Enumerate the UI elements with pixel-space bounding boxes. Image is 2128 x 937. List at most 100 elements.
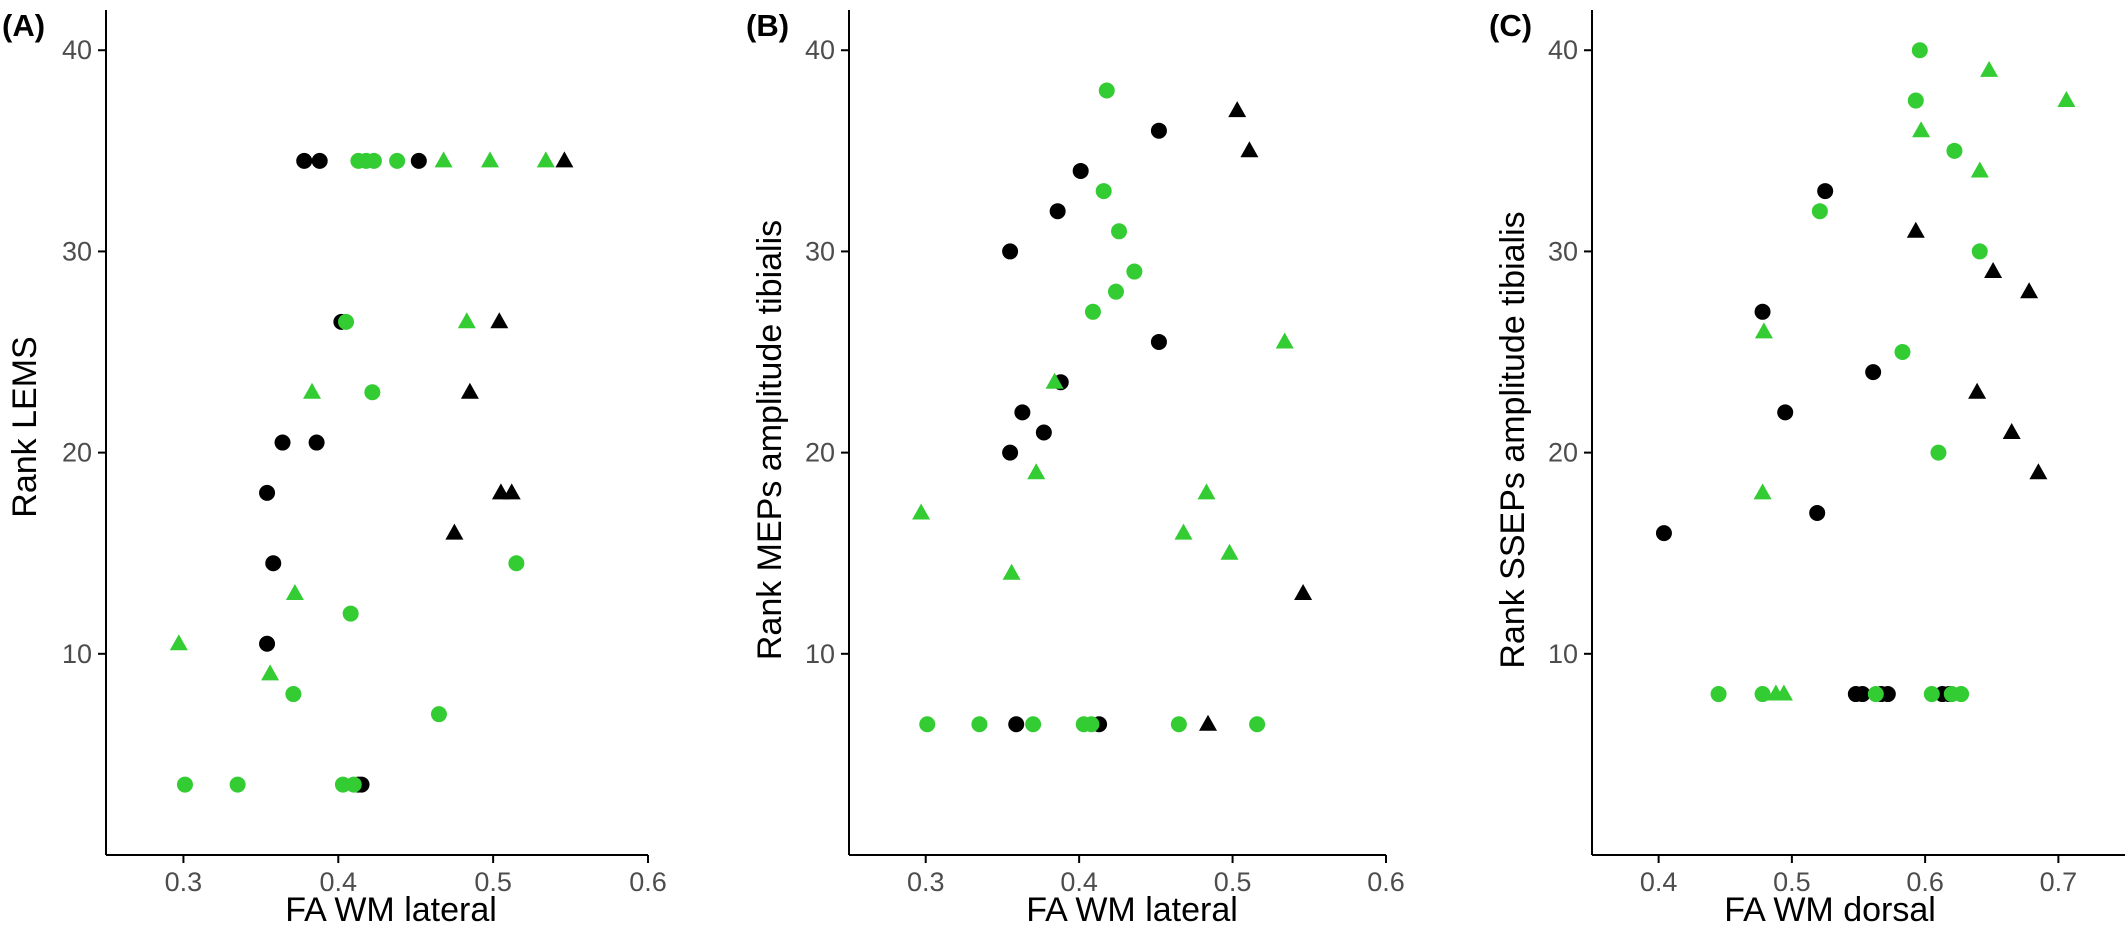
panel-a-point-green-triangle <box>303 382 321 399</box>
panel-c-point-green-triangle <box>1753 483 1772 500</box>
panel-b-point-black-triangle <box>1228 101 1247 118</box>
panel-a-point-green-circle <box>176 776 193 793</box>
panel-b-point-green-circle <box>919 716 936 733</box>
panel-c-y-tick-label: 20 <box>1548 438 1578 468</box>
panel-b-point-black-circle <box>1014 404 1031 421</box>
panel-b-x-tick-label: 0.4 <box>1060 867 1098 897</box>
panel-c-point-green-triangle <box>1980 60 1999 77</box>
panel-c-point-green-circle <box>1953 686 1970 703</box>
panel-b-x-tick-label: 0.6 <box>1367 867 1405 897</box>
panel-c-point-black-triangle <box>2020 282 2039 299</box>
panel-b-point-black-triangle <box>1199 714 1217 731</box>
panel-c-point-black-triangle <box>2002 423 2021 439</box>
panel-c-point-green-circle <box>1811 203 1828 220</box>
panel-c-y-tick-label: 10 <box>1548 639 1578 669</box>
panel-a-y-axis-label: Rank LEMS <box>6 336 44 517</box>
panel-b-point-black-triangle <box>1240 141 1259 158</box>
panel-c-point-black-triangle <box>1906 221 1925 238</box>
panel-b-point-black-circle <box>1072 162 1089 179</box>
panel-b-point-green-circle <box>1095 183 1112 200</box>
panel-b-point-green-triangle <box>1197 483 1216 500</box>
panel-c-point-green-circle <box>1911 42 1928 59</box>
panel-b-point-green-triangle <box>1002 563 1021 580</box>
panel-a-point-green-triangle <box>434 151 453 168</box>
panel-a-point-black-triangle <box>445 523 464 540</box>
panel-b-point-black-circle <box>1049 203 1066 220</box>
panel-a-point-green-circle <box>338 313 355 330</box>
panel-c-point-green-circle <box>1923 686 1940 703</box>
panel-a-point-black-triangle <box>502 483 521 500</box>
panel-a-point-green-circle <box>285 686 302 703</box>
panel-a-point-green-circle <box>365 152 382 169</box>
panel-b-y-tick-label: 40 <box>805 35 835 65</box>
panel-a: (A) FA WM lateral Rank LEMS 0.3 0.4 0.5 0.6… <box>2 8 667 929</box>
panel-a-point-green-circle <box>345 776 362 793</box>
panel-c-point-green-triangle <box>2057 91 2076 107</box>
panel-c-y-tick-label: 40 <box>1548 35 1578 65</box>
panel-a-point-green-triangle <box>169 634 188 651</box>
panel-a-point-black-circle <box>274 434 291 451</box>
panel-b-x-tick-label: 0.3 <box>907 867 945 897</box>
panel-c-point-green-circle <box>1907 92 1924 109</box>
panel-c-y-axis-label: Rank SSEPs amplitude tibialis <box>1494 211 1532 668</box>
panel-a-point-black-circle <box>410 152 427 169</box>
panel-a-point-black-circle <box>265 555 282 572</box>
panel-c-point-green-circle <box>1754 686 1771 703</box>
panel-b-point-green-circle <box>1107 283 1124 300</box>
panel-b-point-green-triangle <box>912 503 931 520</box>
panel-b-y-tick-label: 10 <box>805 639 835 669</box>
panel-a-x-axis-label: FA WM lateral <box>285 891 497 929</box>
panel-b-point-green-triangle <box>1045 372 1064 389</box>
panel-a-label: (A) <box>2 8 45 43</box>
panel-c-point-green-circle <box>1867 686 1884 703</box>
panel-c-point-black-circle <box>1655 525 1672 542</box>
panel-a-point-black-triangle <box>490 312 509 329</box>
panel-c-point-black-circle <box>1754 303 1771 320</box>
panel-a-point-black-circle <box>311 152 328 169</box>
panel-a-point-black-circle <box>308 434 325 451</box>
panel-a-point-green-triangle <box>261 664 280 681</box>
panel-c-point-black-circle <box>1879 686 1896 703</box>
panel-a-point-green-circle <box>342 605 359 622</box>
panel-b-point-green-triangle <box>1027 463 1046 480</box>
panel-c-point-black-circle <box>1809 504 1826 521</box>
panel-b-point-green-triangle <box>1275 332 1294 349</box>
panel-c-label: (C) <box>1489 8 1532 43</box>
panel-c-point-green-circle <box>1946 142 1963 159</box>
panel-b-y-tick-label: 20 <box>805 438 835 468</box>
panel-c-y-tick-label: 30 <box>1548 236 1578 266</box>
panel-b-point-green-circle <box>1249 716 1266 733</box>
panel-c-x-axis-label: FA WM dorsal <box>1724 891 1936 929</box>
panel-b-point-green-circle <box>971 716 988 733</box>
panel-a-point-green-triangle <box>457 312 476 329</box>
panel-a-x-tick-label: 0.3 <box>165 867 203 897</box>
panel-a-point-black-circle <box>259 484 276 501</box>
panel-c-x-tick-label: 0.6 <box>1906 867 1944 897</box>
panel-b-point-green-triangle <box>1174 523 1193 540</box>
panel-a-x-tick-label: 0.5 <box>474 867 512 897</box>
panel-c-point-green-circle <box>1971 243 1988 260</box>
panel-c-point-green-triangle <box>1970 161 1989 178</box>
panel-a-x-tick-label: 0.4 <box>320 867 358 897</box>
panel-b-point-black-circle <box>1008 716 1025 733</box>
panel-a-point-green-circle <box>364 384 381 401</box>
panel-b-x-axis-label: FA WM lateral <box>1026 891 1238 929</box>
panel-a-y-tick-label: 30 <box>62 236 92 266</box>
panel-b: (B) FA WM lateral Rank MEPs amplitude ti… <box>746 8 1405 929</box>
panel-a-point-green-circle <box>229 776 246 793</box>
panel-a-point-black-circle <box>259 635 276 652</box>
panel-c-point-green-circle <box>1930 444 1947 461</box>
panel-c-point-black-circle <box>1777 404 1794 421</box>
panel-a-point-green-triangle <box>285 584 304 600</box>
panel-c-point-green-circle <box>1710 686 1727 703</box>
panel-a-x-tick-label: 0.6 <box>629 867 667 897</box>
panel-c-x-tick-label: 0.7 <box>2040 867 2078 897</box>
panel-c-point-green-circle <box>1894 344 1911 361</box>
panel-b-x-tick-label: 0.5 <box>1214 867 1252 897</box>
panel-b-point-black-circle <box>1035 424 1052 441</box>
panel-a-point-black-triangle <box>460 382 479 399</box>
panel-b-point-black-triangle <box>1294 584 1313 600</box>
panel-a-y-tick-label: 20 <box>62 438 92 468</box>
panel-b-label: (B) <box>746 8 789 43</box>
